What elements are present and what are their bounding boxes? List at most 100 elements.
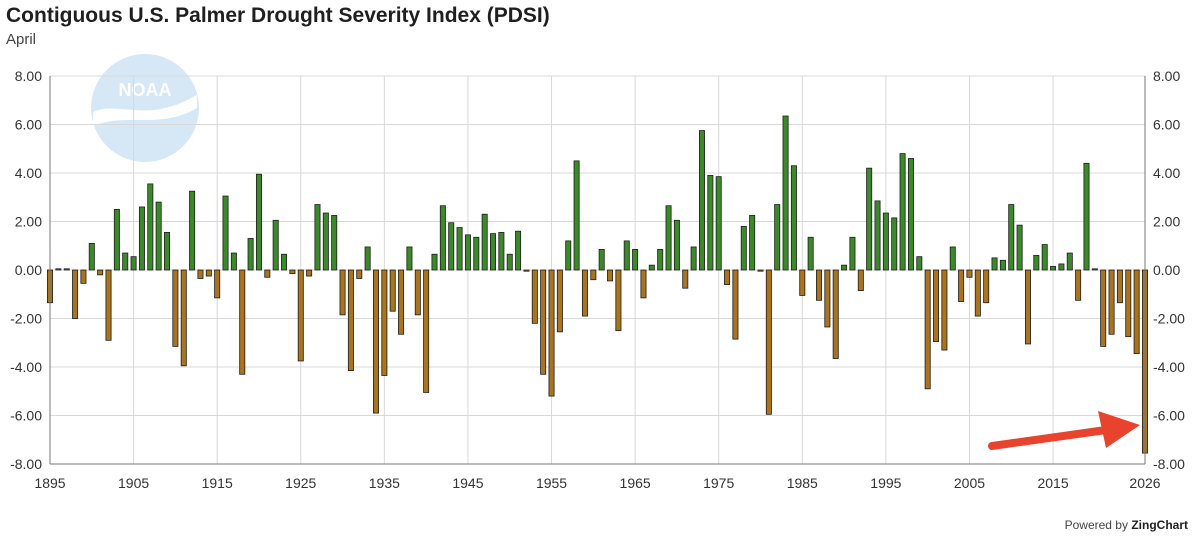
bar-1909[interactable]: [164, 232, 171, 271]
bar-1948[interactable]: [490, 233, 497, 271]
bar-1915[interactable]: [214, 269, 221, 299]
bar-1902[interactable]: [105, 269, 112, 341]
bar-1900[interactable]: [88, 242, 95, 271]
bar-1954[interactable]: [540, 269, 547, 375]
bar-2004[interactable]: [958, 269, 965, 302]
bar-1949[interactable]: [498, 232, 505, 271]
bar-1933[interactable]: [364, 246, 371, 271]
bar-1930[interactable]: [339, 269, 346, 316]
bar-1970[interactable]: [673, 219, 680, 271]
bar-1925[interactable]: [297, 269, 304, 362]
bar-1984[interactable]: [790, 165, 797, 271]
bar-2013[interactable]: [1033, 255, 1040, 271]
bar-1942[interactable]: [439, 205, 446, 271]
bar-2023[interactable]: [1116, 269, 1123, 304]
bar-1921[interactable]: [264, 269, 271, 278]
bar-1994[interactable]: [874, 200, 881, 271]
bar-1896[interactable]: [55, 268, 62, 271]
bar-1998[interactable]: [907, 158, 914, 271]
bar-2003[interactable]: [949, 246, 956, 271]
bar-1903[interactable]: [113, 208, 120, 271]
bar-1910[interactable]: [172, 269, 179, 347]
bar-1963[interactable]: [615, 269, 622, 332]
bar-1986[interactable]: [807, 236, 814, 271]
bar-1952[interactable]: [523, 269, 530, 272]
bar-1955[interactable]: [548, 269, 555, 397]
bar-1947[interactable]: [481, 213, 488, 271]
bar-1980[interactable]: [757, 269, 764, 272]
bar-1979[interactable]: [749, 215, 756, 271]
bar-1918[interactable]: [239, 269, 246, 375]
bar-2022[interactable]: [1108, 269, 1115, 335]
bar-1973[interactable]: [698, 130, 705, 271]
bar-1945[interactable]: [464, 234, 471, 271]
bar-1961[interactable]: [598, 248, 605, 271]
bar-1920[interactable]: [255, 173, 262, 271]
bar-1997[interactable]: [899, 153, 906, 271]
bar-1999[interactable]: [916, 256, 923, 271]
bar-2019[interactable]: [1083, 162, 1090, 271]
bar-1996[interactable]: [891, 217, 898, 271]
bar-2025[interactable]: [1133, 269, 1140, 355]
bar-1912[interactable]: [189, 190, 196, 271]
bar-2010[interactable]: [1008, 204, 1015, 271]
bar-1977[interactable]: [732, 269, 739, 340]
bar-2015[interactable]: [1050, 265, 1057, 271]
bar-1985[interactable]: [799, 269, 806, 296]
bar-1917[interactable]: [230, 252, 237, 271]
bar-2005[interactable]: [966, 269, 973, 278]
bar-1974[interactable]: [707, 175, 714, 271]
bar-1957[interactable]: [565, 240, 572, 271]
bar-1975[interactable]: [715, 176, 722, 271]
bar-2018[interactable]: [1075, 269, 1082, 301]
bar-1989[interactable]: [832, 269, 839, 359]
bar-1968[interactable]: [657, 248, 664, 271]
bar-1982[interactable]: [774, 204, 781, 271]
bar-1898[interactable]: [72, 269, 79, 319]
bar-1988[interactable]: [824, 269, 831, 328]
bar-2008[interactable]: [991, 257, 998, 271]
bar-1924[interactable]: [289, 269, 296, 275]
bar-1904[interactable]: [122, 252, 129, 271]
bar-1929[interactable]: [331, 215, 338, 271]
bar-1931[interactable]: [347, 269, 354, 372]
bar-1914[interactable]: [205, 269, 212, 277]
bar-1965[interactable]: [632, 248, 639, 271]
bar-1958[interactable]: [573, 160, 580, 271]
bar-2017[interactable]: [1066, 252, 1073, 271]
bar-1976[interactable]: [724, 269, 731, 285]
bar-1916[interactable]: [222, 195, 229, 271]
bar-2012[interactable]: [1024, 269, 1031, 345]
bar-1913[interactable]: [197, 269, 204, 279]
bar-2014[interactable]: [1041, 244, 1048, 271]
bar-1927[interactable]: [314, 204, 321, 271]
bar-1907[interactable]: [147, 183, 154, 271]
zingchart-brand[interactable]: ZingChart: [1131, 518, 1188, 532]
bar-1956[interactable]: [556, 269, 563, 333]
powered-by-label[interactable]: Powered by ZingChart: [1065, 518, 1188, 532]
bar-2020[interactable]: [1091, 268, 1098, 271]
bar-1978[interactable]: [740, 225, 747, 271]
bar-1992[interactable]: [857, 269, 864, 292]
bar-1946[interactable]: [473, 236, 480, 271]
bar-1923[interactable]: [281, 253, 288, 271]
bar-1937[interactable]: [398, 269, 405, 335]
bar-1969[interactable]: [665, 205, 672, 271]
bar-1938[interactable]: [406, 246, 413, 271]
bar-1964[interactable]: [623, 240, 630, 271]
bar-1935[interactable]: [381, 269, 388, 376]
bar-1941[interactable]: [431, 253, 438, 271]
bar-1944[interactable]: [456, 227, 463, 271]
bar-2000[interactable]: [924, 269, 931, 390]
bar-1926[interactable]: [306, 269, 313, 277]
bar-1990[interactable]: [841, 264, 848, 271]
bar-2009[interactable]: [999, 259, 1006, 271]
bar-1934[interactable]: [372, 269, 379, 414]
bar-1993[interactable]: [866, 167, 873, 271]
bar-1967[interactable]: [648, 264, 655, 271]
bar-1936[interactable]: [389, 269, 396, 312]
bar-1971[interactable]: [682, 269, 689, 289]
bar-2024[interactable]: [1125, 269, 1132, 338]
bar-1991[interactable]: [849, 236, 856, 271]
bar-2006[interactable]: [974, 269, 981, 317]
